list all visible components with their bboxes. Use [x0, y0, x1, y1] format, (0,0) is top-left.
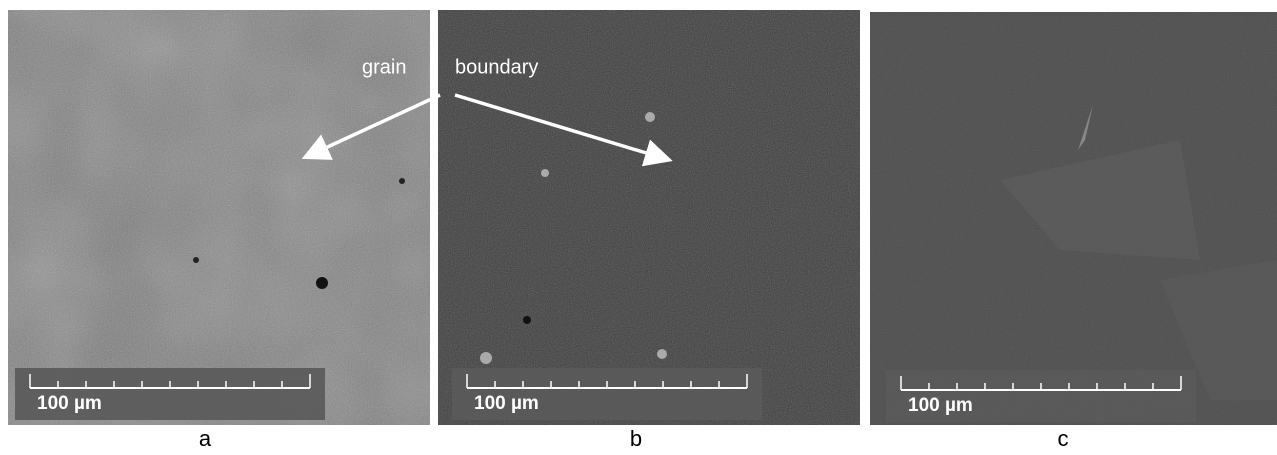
micrograph-c [870, 12, 1277, 425]
panel-label: a [199, 426, 212, 450]
scale-bar-label: 100 µm [37, 393, 102, 414]
scale-bar-label: 100 µm [908, 395, 973, 416]
figure: 100 µm 100 µm 100 µm grain boundary a b c [0, 0, 1277, 450]
scale-bar-label: 100 µm [474, 393, 539, 414]
panel-label: b [630, 426, 642, 450]
annotation-text: grain [362, 56, 406, 78]
panel-label: c [1058, 426, 1069, 450]
annotation-text: boundary [455, 56, 538, 78]
